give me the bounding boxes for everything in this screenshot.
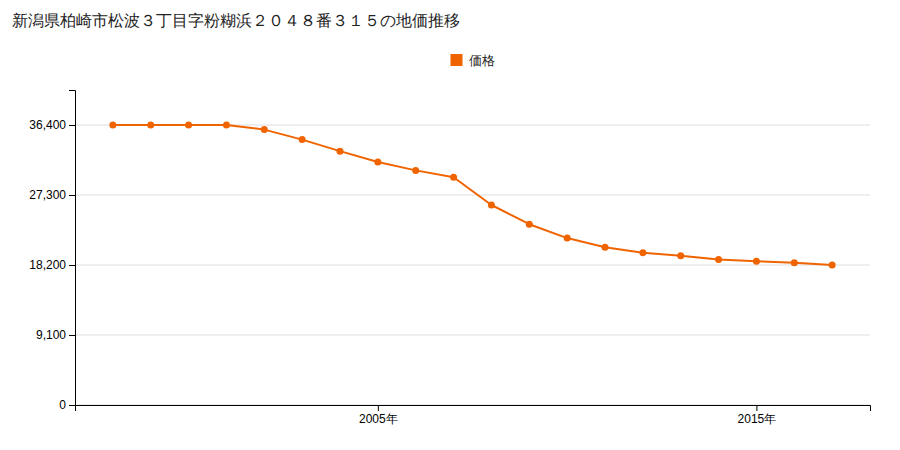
point	[261, 126, 268, 133]
tick-label: 9,100	[36, 328, 66, 342]
tick: 27,300	[29, 188, 75, 202]
point	[829, 262, 836, 269]
point	[223, 122, 230, 129]
markers	[109, 122, 835, 269]
legend-label: 価格	[469, 53, 495, 68]
y-axis: 0 9,100 18,200 27,300 36,400	[29, 91, 75, 413]
grid-line	[75, 265, 870, 266]
tick-label: 0	[59, 398, 66, 412]
grid	[75, 125, 870, 405]
point	[109, 122, 116, 129]
grid-line	[75, 195, 870, 196]
tick: 2015年	[738, 405, 777, 426]
title: 新潟県柏崎市松波３丁目字粉糊浜２０４８番３１５の地価推移	[12, 11, 460, 30]
point	[374, 158, 381, 165]
tick: 36,400	[29, 118, 75, 132]
grid-line	[75, 335, 870, 336]
point	[147, 122, 154, 129]
tick: 9,100	[36, 328, 75, 342]
tick-mark	[69, 405, 75, 406]
point	[602, 244, 609, 251]
axis-line	[76, 406, 871, 412]
point	[412, 167, 419, 174]
tick-label: 36,400	[29, 118, 66, 132]
x-axis: 2005年 2015年	[76, 405, 871, 426]
tick-mark	[69, 335, 75, 336]
point	[715, 256, 722, 263]
legend-item: 価格	[451, 53, 495, 68]
marks	[109, 122, 835, 269]
point	[526, 221, 533, 228]
tick-mark	[756, 405, 757, 411]
tick: 18,200	[29, 258, 75, 272]
tick: 0	[59, 398, 75, 412]
point	[791, 259, 798, 266]
tick-mark	[69, 265, 75, 266]
chart: 新潟県柏崎市松波３丁目字粉糊浜２０４８番３１５の地価推移 0 9,100 18,200…	[0, 0, 900, 450]
tick-label: 18,200	[29, 258, 66, 272]
axis-line	[69, 91, 76, 406]
point	[639, 249, 646, 256]
point	[185, 122, 192, 129]
point	[677, 252, 684, 259]
point	[753, 258, 760, 265]
tick-label: 27,300	[29, 188, 66, 202]
tick: 2005年	[359, 405, 398, 426]
point	[337, 148, 344, 155]
tick-label: 2015年	[738, 412, 777, 426]
point	[488, 202, 495, 209]
tick-mark	[69, 125, 75, 126]
legend-swatch	[451, 54, 463, 66]
tick-mark	[69, 195, 75, 196]
point	[450, 174, 457, 181]
legend: 価格	[451, 53, 495, 68]
point	[299, 136, 306, 143]
point	[564, 235, 571, 242]
tick-label: 2005年	[359, 412, 398, 426]
line	[113, 125, 832, 265]
tick-mark	[378, 405, 379, 411]
plot: 0 9,100 18,200 27,300 36,400 2005年 2015年	[29, 91, 870, 426]
